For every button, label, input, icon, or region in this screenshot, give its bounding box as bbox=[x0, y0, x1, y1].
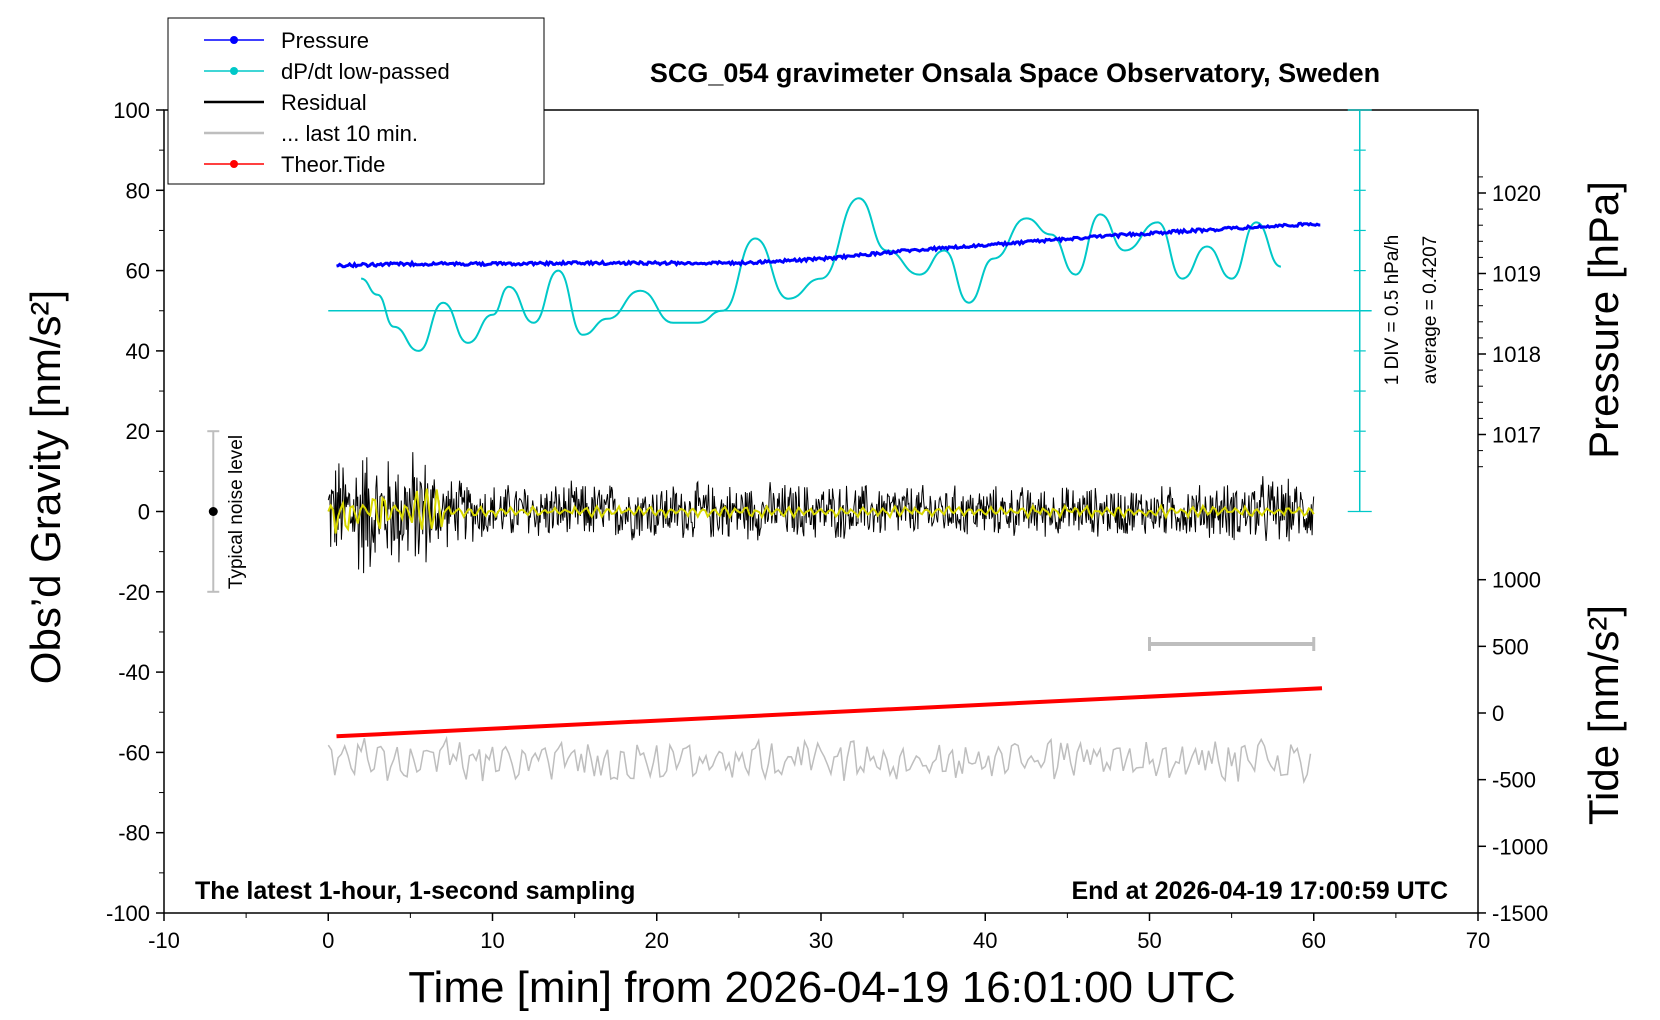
legend-label: ... last 10 min. bbox=[281, 121, 418, 146]
chart-title: SCG_054 gravimeter Onsala Space Observat… bbox=[650, 58, 1380, 88]
y-tick-label: 20 bbox=[126, 419, 150, 444]
y-axis-title-pressure: Pressure [hPa] bbox=[1580, 181, 1627, 459]
y-axis-title-left: Obs’d Gravity [nm/s²] bbox=[22, 290, 69, 684]
legend-label: Theor.Tide bbox=[281, 152, 385, 177]
legend-marker bbox=[230, 36, 238, 44]
pressure-series bbox=[336, 221, 1321, 269]
legend-marker bbox=[230, 160, 238, 168]
noise-bar-center-dot bbox=[208, 507, 218, 516]
y-tick-label: -20 bbox=[118, 580, 150, 605]
x-tick-label: 70 bbox=[1466, 928, 1490, 953]
x-tick-label: 40 bbox=[973, 928, 997, 953]
text-layer: SCG_054 gravimeter Onsala Space Observat… bbox=[22, 58, 1627, 1012]
y-tick-label: 40 bbox=[126, 339, 150, 364]
legend-label: Residual bbox=[281, 90, 367, 115]
x-tick-label: 10 bbox=[480, 928, 504, 953]
y-tick-label: -100 bbox=[106, 901, 150, 926]
bottom-right-note: End at 2026-04-19 17:00:59 UTC bbox=[1071, 877, 1448, 905]
y-tick-label: 60 bbox=[126, 259, 150, 284]
bottom-left-note: The latest 1-hour, 1-second sampling bbox=[195, 877, 635, 905]
tide-tick-label: -500 bbox=[1492, 768, 1536, 793]
legend: Pressure dP/dt low-passed Residual ... last… bbox=[167, 17, 545, 185]
x-tick-label: 30 bbox=[809, 928, 833, 953]
tide-tick-label: -1500 bbox=[1492, 901, 1548, 926]
y-axis-title-tide: Tide [nm/s²] bbox=[1580, 605, 1627, 825]
y-tick-label: -80 bbox=[118, 821, 150, 846]
x-tick-label: 60 bbox=[1302, 928, 1326, 953]
tide-tick-label: 0 bbox=[1492, 701, 1504, 726]
scale-bar-label-1: 1 DIV = 0.5 hPa/h bbox=[1382, 235, 1403, 386]
legend-marker bbox=[230, 67, 238, 75]
pressure-tick-label: 1018 bbox=[1492, 342, 1541, 367]
last-10-min-series bbox=[327, 735, 1312, 785]
tide-tick-label: 1000 bbox=[1492, 568, 1541, 593]
legend-label: dP/dt low-passed bbox=[281, 59, 450, 84]
noise-label: Typical noise level bbox=[226, 435, 247, 589]
pressure-tick-label: 1020 bbox=[1492, 181, 1541, 206]
x-axis-title: Time [min] from 2026-04-19 16:01:00 UTC bbox=[408, 963, 1235, 1012]
data-layer bbox=[207, 109, 1372, 785]
legend-label: Pressure bbox=[281, 28, 369, 53]
tide-tick-label: -1000 bbox=[1492, 834, 1548, 859]
y-tick-label: 0 bbox=[138, 500, 150, 525]
x-tick-label: 50 bbox=[1137, 928, 1161, 953]
x-tick-label: 20 bbox=[645, 928, 669, 953]
x-tick-label: 0 bbox=[322, 928, 334, 953]
y-tick-label: 100 bbox=[113, 98, 150, 123]
smoothed-series bbox=[327, 488, 1315, 534]
y-tick-label: 80 bbox=[126, 178, 150, 203]
plot-frame: -10 0 10 20 30 40 50 60 70100806040200-20-40-60-… bbox=[106, 98, 1548, 953]
y-tick-label: -40 bbox=[118, 660, 150, 685]
tide-tick-label: 500 bbox=[1492, 634, 1529, 659]
x-tick-label: -10 bbox=[148, 928, 180, 953]
tide-series bbox=[336, 686, 1323, 739]
pressure-tick-label: 1017 bbox=[1492, 423, 1541, 448]
scale-bar-label-2: average = 0.4207 bbox=[1420, 236, 1441, 384]
dpdt-series bbox=[360, 197, 1282, 352]
y-tick-label: -60 bbox=[118, 740, 150, 765]
pressure-tick-label: 1019 bbox=[1492, 262, 1541, 287]
residual-series bbox=[327, 452, 1315, 574]
